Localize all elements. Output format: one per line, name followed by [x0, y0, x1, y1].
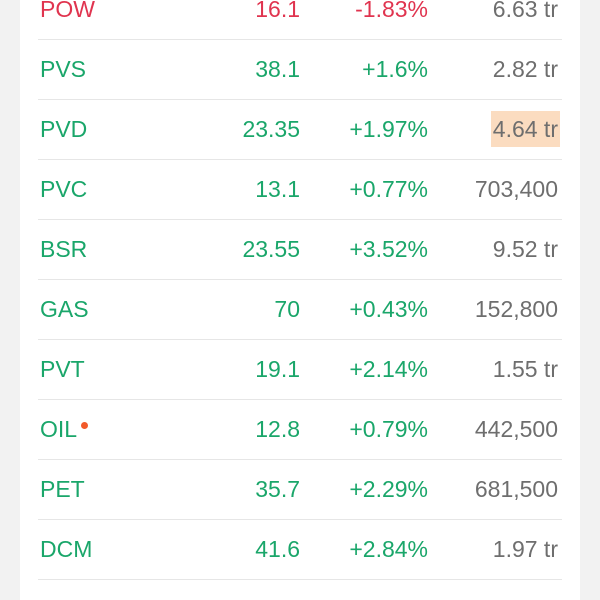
volume-text: 1.55 tr	[492, 356, 558, 382]
price-value: 12.8	[255, 416, 300, 442]
ticker-symbol: PVC	[40, 176, 88, 202]
price-value: 19.1	[255, 356, 300, 382]
stock-row-bsr[interactable]: BSR 23.55 +3.52% 9.52 tr	[38, 220, 562, 280]
volume-text: 1.97 tr	[492, 536, 558, 562]
change-percent: +0.79%	[349, 416, 428, 442]
ticker-symbol: GAS	[40, 296, 89, 322]
change-percent: +2.29%	[349, 476, 428, 502]
volume-value: 9.52 tr	[491, 220, 560, 279]
ticker-symbol: PVT	[40, 356, 85, 382]
volume-text: 681,500	[474, 476, 558, 502]
change-percent: +2.84%	[349, 536, 428, 562]
change-percent: -1.83%	[355, 0, 428, 22]
stock-row-pvd[interactable]: PVD 23.35 +1.97% 4.64 tr	[38, 100, 562, 160]
volume-text: 152,800	[474, 296, 558, 322]
price-value: 13.1	[255, 176, 300, 202]
stock-row-pvc[interactable]: PVC 13.1 +0.77% 703,400	[38, 160, 562, 220]
change-percent: +1.97%	[349, 116, 428, 142]
volume-value: 2.82 tr	[491, 40, 560, 99]
price-value: 70	[274, 296, 300, 322]
volume-value: 6.63 tr	[491, 0, 560, 39]
price-value: 16.1	[255, 0, 300, 22]
volume-value: 703,400	[473, 160, 560, 219]
volume-text: 442,500	[474, 416, 558, 442]
change-percent: +3.52%	[349, 236, 428, 262]
ticker-symbol: OIL	[40, 416, 78, 442]
ticker-cell: OIL	[40, 400, 89, 459]
volume-value: 1.55 tr	[491, 340, 560, 399]
ticker-symbol: PET	[40, 476, 85, 502]
price-value: 23.35	[242, 116, 300, 142]
stock-row-oil[interactable]: OIL 12.8 +0.79% 442,500	[38, 400, 562, 460]
volume-text: 6.63 tr	[492, 0, 558, 22]
change-percent: +0.43%	[349, 296, 428, 322]
stock-row-pvt[interactable]: PVT 19.1 +2.14% 1.55 tr	[38, 340, 562, 400]
price-value: 41.6	[255, 536, 300, 562]
volume-text: 4.64 tr	[490, 111, 560, 147]
price-value: 38.1	[255, 56, 300, 82]
stock-row-pvs[interactable]: PVS 38.1 +1.6% 2.82 tr	[38, 40, 562, 100]
stock-row-pow[interactable]: POW 16.1 -1.83% 6.63 tr	[38, 0, 562, 40]
stock-row-dcm[interactable]: DCM 41.6 +2.84% 1.97 tr	[38, 520, 562, 580]
notification-dot-icon	[81, 422, 89, 429]
change-percent: +0.77%	[349, 176, 428, 202]
change-percent: +2.14%	[349, 356, 428, 382]
price-value: 35.7	[255, 476, 300, 502]
ticker-symbol: DCM	[40, 536, 93, 562]
ticker-symbol: POW	[40, 0, 95, 22]
change-percent: +1.6%	[362, 56, 428, 82]
stock-row-gas[interactable]: GAS 70 +0.43% 152,800	[38, 280, 562, 340]
volume-value: 1.97 tr	[491, 520, 560, 579]
volume-value: 442,500	[473, 400, 560, 459]
stock-list: POW 16.1 -1.83% 6.63 tr PVS 38.1 +1.6% 2…	[38, 0, 562, 580]
volume-value: 152,800	[473, 280, 560, 339]
stock-row-pet[interactable]: PET 35.7 +2.29% 681,500	[38, 460, 562, 520]
ticker-symbol: BSR	[40, 236, 88, 262]
stock-list-panel: POW 16.1 -1.83% 6.63 tr PVS 38.1 +1.6% 2…	[20, 0, 580, 600]
volume-text: 2.82 tr	[492, 56, 558, 82]
ticker-symbol: PVD	[40, 116, 88, 142]
volume-value-highlighted: 4.64 tr	[490, 100, 560, 159]
price-value: 23.55	[242, 236, 300, 262]
volume-text: 703,400	[474, 176, 558, 202]
ticker-symbol: PVS	[40, 56, 87, 82]
volume-value: 681,500	[473, 460, 560, 519]
volume-text: 9.52 tr	[492, 236, 558, 262]
